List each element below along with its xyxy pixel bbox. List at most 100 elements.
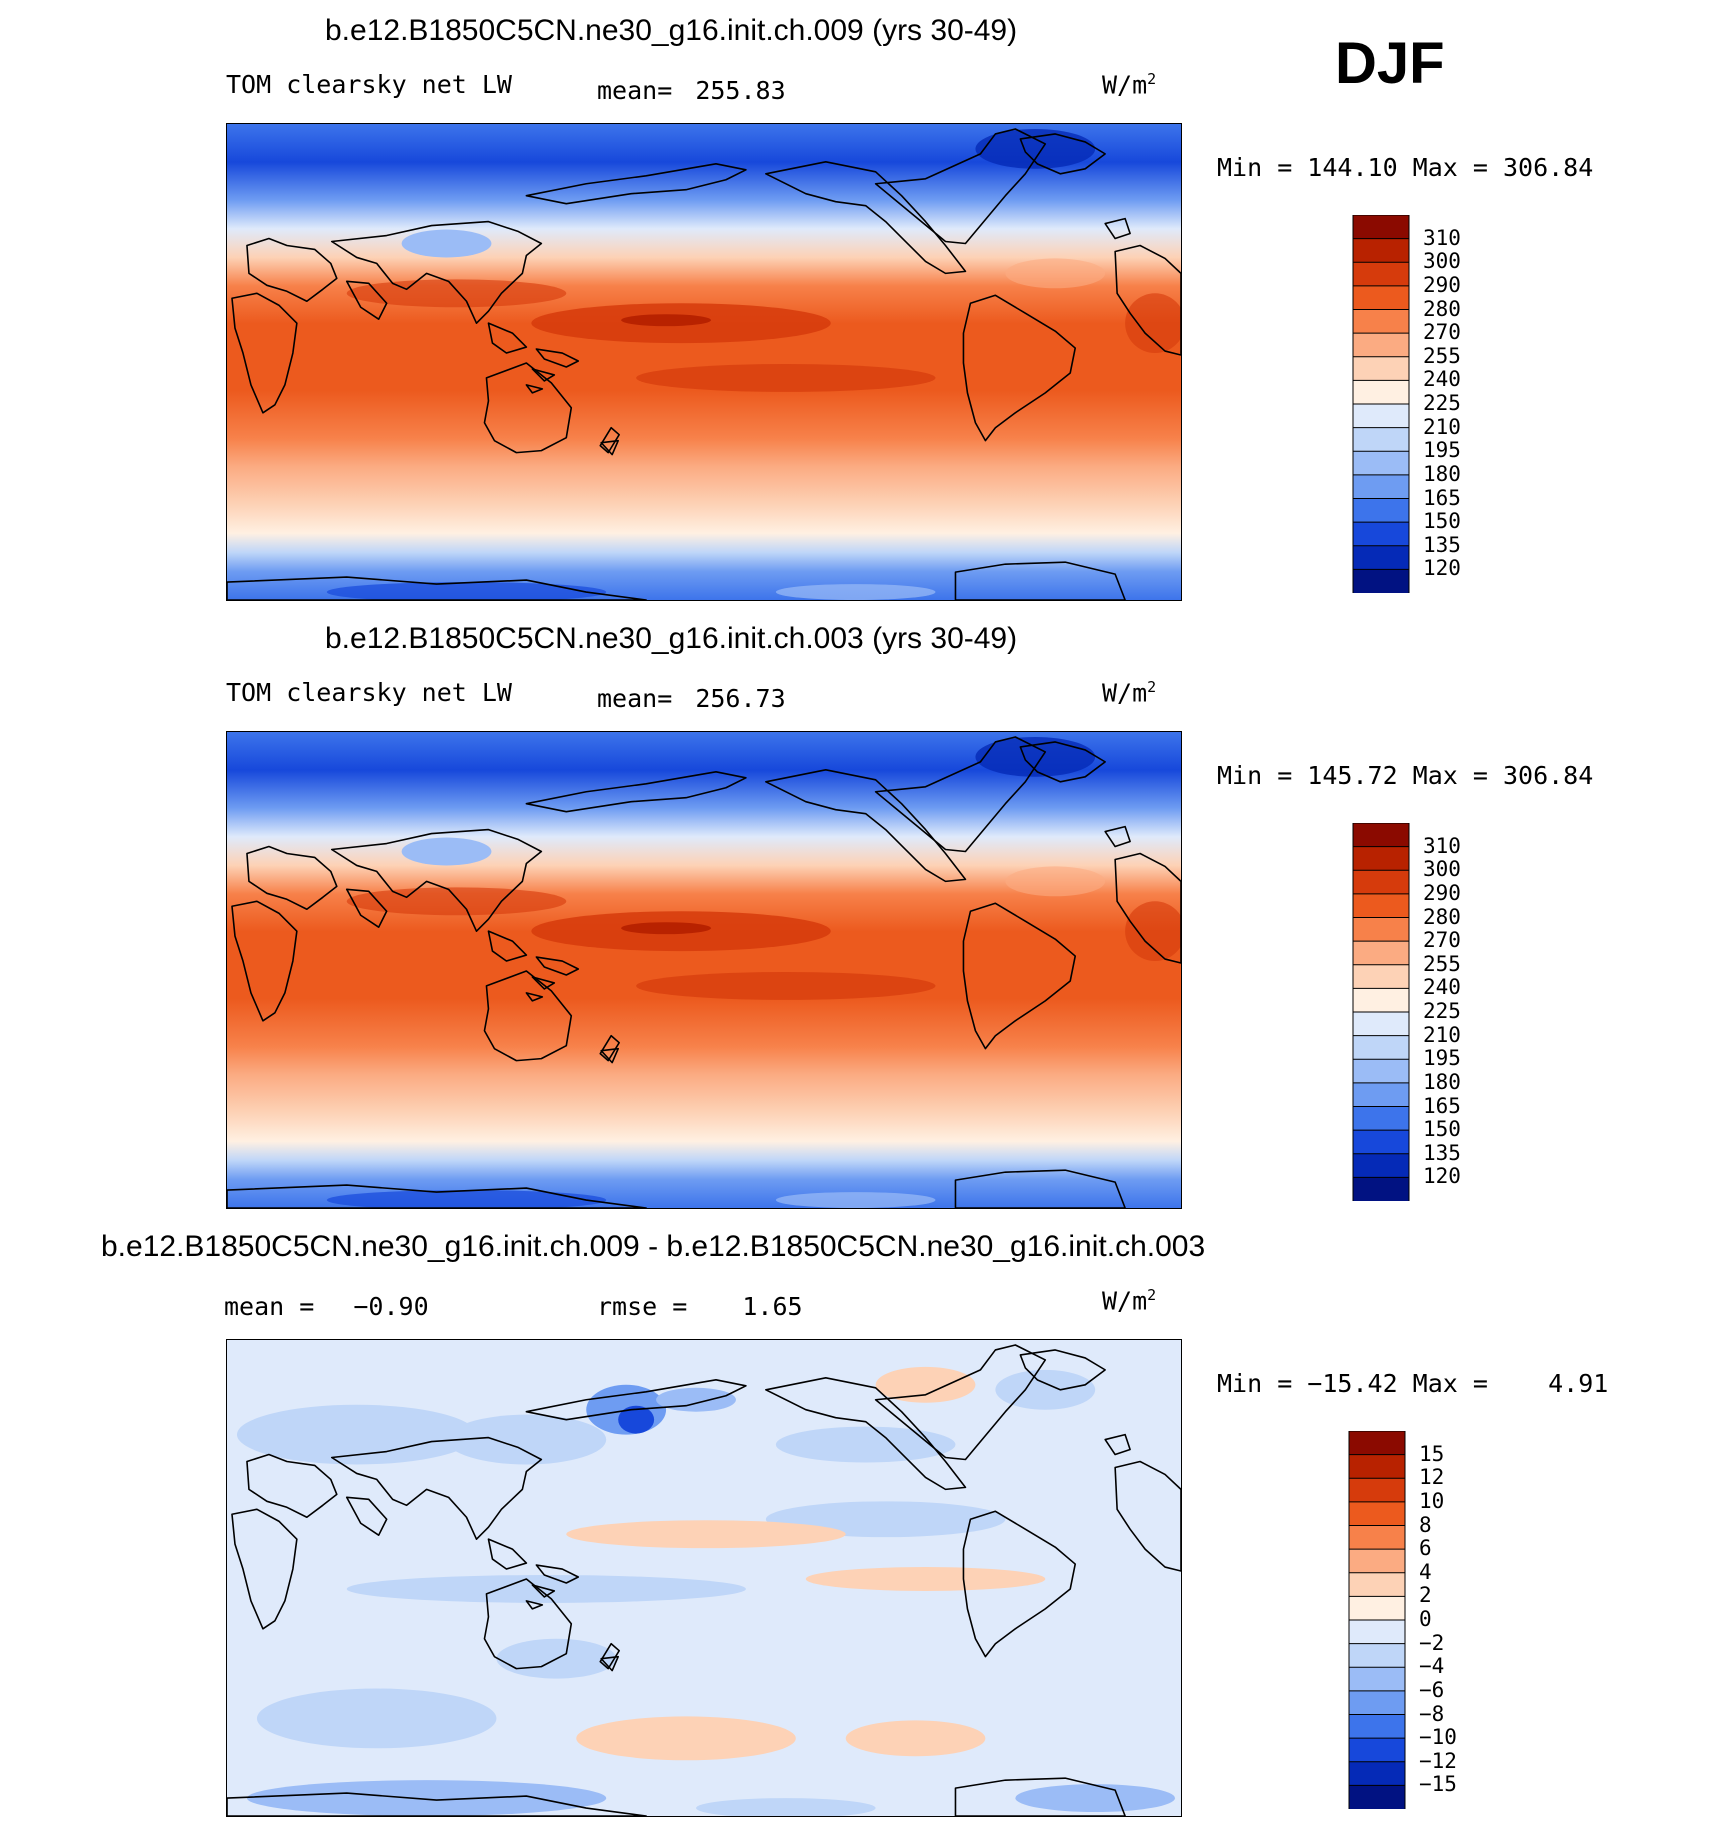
panel-3-rmse: rmse = 1.65 <box>597 1292 803 1321</box>
colorbar-swatch <box>1348 1666 1406 1692</box>
colorbar-swatch <box>1348 1714 1406 1740</box>
colorbar-swatch <box>1352 332 1410 358</box>
panel-2-minmax: Min = 145.72 Max = 306.84 <box>1217 761 1594 790</box>
colorbar-level-label: 270 <box>1423 928 1461 953</box>
colorbar-level-label: 8 <box>1419 1512 1432 1537</box>
panel-1-minmax: Min = 144.10 Max = 306.84 <box>1217 153 1594 182</box>
panel-2-mean-value: 256.73 <box>695 684 786 713</box>
colorbar-swatch <box>1352 403 1410 429</box>
colorbar-swatch <box>1352 823 1410 848</box>
colorbar-level-label: 12 <box>1419 1465 1445 1490</box>
colorbar-level-label: 135 <box>1423 1140 1461 1165</box>
colorbar-level-label: −10 <box>1419 1725 1457 1750</box>
colorbar-swatch <box>1348 1784 1406 1809</box>
colorbar-level-label: 255 <box>1423 343 1461 368</box>
panel-1-colorbar <box>1352 215 1410 593</box>
colorbar-swatch <box>1352 427 1410 453</box>
colorbar-level-label: 210 <box>1423 1022 1461 1047</box>
colorbar-level-label: 225 <box>1423 999 1461 1023</box>
panel-1-mean: mean= 255.83 <box>597 76 786 105</box>
panel-3-colorbar-labels: 15 12 10 8 6 4 2 0 −2 −4 −6 −8 −10 −12 −15 <box>1419 1431 1499 1809</box>
panel-2-units: W/m2 <box>1102 678 1156 707</box>
colorbar-swatch <box>1348 1477 1406 1503</box>
colorbar-swatch <box>1352 869 1410 895</box>
colorbar-swatch <box>1352 379 1410 406</box>
colorbar-swatch <box>1352 356 1410 382</box>
panel-1-title: b.e12.B1850C5CN.ne30_g16.init.ch.009 (yr… <box>325 14 1018 47</box>
colorbar-level-label: 165 <box>1423 1093 1461 1118</box>
colorbar-level-label: 10 <box>1419 1488 1445 1513</box>
colorbar-swatch <box>1352 498 1410 524</box>
colorbar-level-label: 6 <box>1419 1536 1432 1561</box>
colorbar-swatch <box>1348 1643 1406 1669</box>
panel-3-units: W/m2 <box>1102 1286 1156 1315</box>
panel-1-colorbar-swatches <box>1352 215 1410 593</box>
colorbar-swatch <box>1348 1548 1406 1574</box>
colorbar-swatch <box>1348 1737 1406 1763</box>
colorbar-swatch <box>1348 1595 1406 1622</box>
panel-3-mean-label: mean = <box>224 1292 315 1321</box>
colorbar-swatch <box>1352 917 1410 943</box>
panel-3-minmax: Min = −15.42 Max = 4.91 <box>1217 1369 1609 1398</box>
panel-1-map-field <box>227 124 1181 600</box>
colorbar-swatch <box>1352 309 1410 335</box>
panel-3-colorbar-swatches <box>1348 1431 1406 1809</box>
colorbar-level-label: −15 <box>1419 1772 1457 1797</box>
units-exponent: 2 <box>1147 678 1157 696</box>
panel-3-title: b.e12.B1850C5CN.ne30_g16.init.ch.009 - b… <box>101 1230 1206 1263</box>
colorbar-level-label: 135 <box>1423 532 1461 557</box>
panel-2-title: b.e12.B1850C5CN.ne30_g16.init.ch.003 (yr… <box>325 622 1018 655</box>
colorbar-swatch <box>1352 545 1410 571</box>
colorbar-swatch <box>1352 1011 1410 1037</box>
panel-1-mean-value: 255.83 <box>695 76 786 105</box>
panel-2-mean: mean= 256.73 <box>597 684 786 713</box>
colorbar-level-label: 150 <box>1423 1117 1461 1142</box>
colorbar-swatch <box>1348 1501 1406 1527</box>
colorbar-level-label: 150 <box>1423 509 1461 534</box>
panel-2-mean-label: mean= <box>597 684 673 713</box>
colorbar-swatch <box>1352 568 1410 593</box>
panel-3-rmse-value: 1.65 <box>742 1292 803 1321</box>
colorbar-swatch <box>1348 1525 1406 1551</box>
panel-2-colorbar-swatches <box>1352 823 1410 1201</box>
panel-2-map <box>226 731 1182 1209</box>
colorbar-level-label: 180 <box>1423 461 1461 486</box>
colorbar-swatch <box>1348 1761 1406 1787</box>
panel-3-mean-value: −0.90 <box>353 1292 429 1321</box>
units-exponent: 2 <box>1147 1286 1157 1304</box>
colorbar-swatch <box>1352 215 1410 240</box>
panel-1-map <box>226 123 1182 601</box>
colorbar-level-label: 210 <box>1423 414 1461 439</box>
colorbar-swatch <box>1348 1690 1406 1716</box>
units-label: W/m <box>1102 678 1148 708</box>
colorbar-swatch <box>1352 987 1410 1014</box>
colorbar-level-label: 2 <box>1419 1583 1432 1608</box>
colorbar-swatch <box>1352 1035 1410 1061</box>
colorbar-level-label: 15 <box>1419 1441 1445 1466</box>
colorbar-level-label: −6 <box>1419 1677 1445 1702</box>
colorbar-swatch <box>1348 1454 1406 1480</box>
colorbar-level-label: −8 <box>1419 1701 1445 1726</box>
colorbar-swatch <box>1352 1058 1410 1084</box>
colorbar-swatch <box>1348 1431 1406 1456</box>
colorbar-level-label: 240 <box>1423 367 1461 392</box>
panel-1-mean-label: mean= <box>597 76 673 105</box>
colorbar-level-label: 300 <box>1423 857 1461 882</box>
colorbar-swatch <box>1352 1129 1410 1155</box>
colorbar-swatch <box>1352 521 1410 547</box>
colorbar-swatch <box>1352 285 1410 311</box>
colorbar-swatch <box>1352 1176 1410 1201</box>
panel-1-colorbar-labels: 310 300 290 280 270 255 240 225 210 195 180 165 150 1… <box>1423 215 1503 593</box>
panel-3-map <box>226 1339 1182 1817</box>
panel-1-units: W/m2 <box>1102 70 1156 99</box>
colorbar-level-label: 300 <box>1423 249 1461 274</box>
colorbar-swatch <box>1352 893 1410 919</box>
panel-2-colorbar-labels: 310 300 290 280 270 255 240 225 210 195 180 165 150 1… <box>1423 823 1503 1201</box>
colorbar-swatch <box>1352 846 1410 872</box>
colorbar-swatch <box>1352 474 1410 500</box>
season-label: DJF <box>1335 31 1445 96</box>
colorbar-level-label: 195 <box>1423 1046 1461 1071</box>
colorbar-level-label: 290 <box>1423 880 1461 905</box>
colorbar-level-label: −2 <box>1419 1630 1445 1655</box>
panel-2-variable-label: TOM clearsky net LW <box>226 678 512 707</box>
